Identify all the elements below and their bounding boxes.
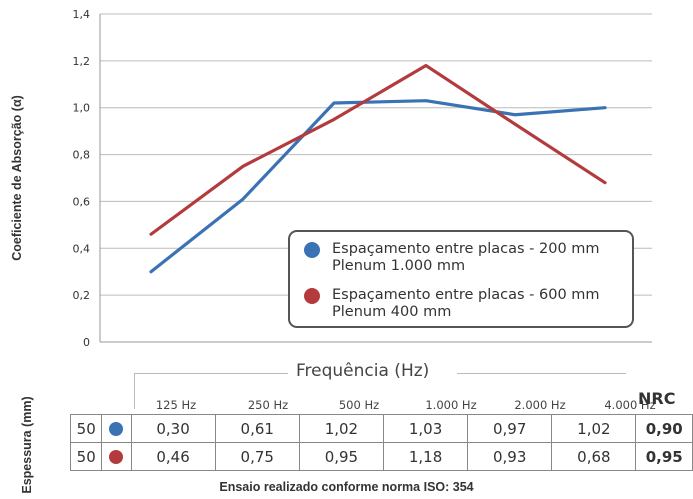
y-tick-label: 1,4 — [73, 8, 91, 21]
y-tick-label: 0,4 — [73, 242, 91, 255]
nrc-value-cell: 0,90 — [635, 414, 693, 443]
thickness-cell: 50 — [69, 442, 103, 471]
series-marker — [109, 450, 124, 464]
absorption-value-cell: 1,02 — [551, 414, 637, 443]
line-chart: 0 0,2 0,4 0,6 0,8 1,0 1,2 1,4 Coeficiente de Abs… — [10, 8, 652, 349]
y-tick-label: 0,6 — [73, 195, 91, 208]
legend-label-line-1: Espaçamento entre placas - 600 mm — [332, 287, 600, 303]
y-tick-label: 1,0 — [73, 102, 91, 115]
table-row: 50 0,46 0,75 0,95 1,18 0,93 0,68 0,95 — [69, 442, 693, 471]
series-line-2 — [149, 63, 607, 236]
y-tick-label: 0 — [83, 336, 90, 349]
series-marker-cell — [101, 414, 132, 443]
absorption-value-cell: 1,03 — [382, 414, 469, 443]
legend: Espaçamento entre placas - 200 mm Plenum… — [288, 230, 634, 328]
y-tick-label: 0,2 — [73, 289, 91, 302]
series-marker-cell — [101, 442, 132, 471]
absorption-value-cell: 0,97 — [467, 414, 553, 443]
thickness-cell: 50 — [69, 414, 103, 443]
absorption-value-cell: 0,61 — [214, 414, 300, 443]
absorption-value-cell: 0,75 — [214, 442, 300, 471]
legend-item-series-1: Espaçamento entre placas - 200 mm Plenum… — [304, 241, 600, 275]
series-marker — [109, 422, 124, 436]
frequency-label: 1.000 Hz — [425, 398, 477, 412]
frequency-label: 4.000 Hz — [604, 398, 656, 412]
absorption-value-cell: 1,18 — [382, 442, 469, 471]
absorption-value-cell: 0,30 — [130, 414, 216, 443]
frequency-label: 125 Hz — [155, 398, 197, 412]
legend-label-line-2: Plenum 1.000 mm — [332, 258, 466, 274]
series-line-1 — [149, 99, 607, 274]
legend-label-line-2: Plenum 400 mm — [332, 304, 452, 320]
nrc-header: NRC — [638, 389, 676, 408]
nrc-value-cell: 0,95 — [635, 442, 693, 471]
legend-item-series-2: Espaçamento entre placas - 600 mm Plenum… — [304, 287, 600, 321]
footer-note: Ensaio realizado conforme norma ISO: 354 — [219, 480, 474, 494]
legend-marker-red — [304, 288, 320, 304]
y-tick-label: 0,8 — [73, 149, 91, 162]
y-tick-label: 1,2 — [73, 55, 91, 68]
absorption-value-cell: 1,02 — [298, 414, 384, 443]
frequency-label: 2.000 Hz — [514, 398, 566, 412]
freq-bracket-tick — [134, 373, 135, 409]
freq-bracket-right — [457, 373, 626, 374]
results-table: 50 0,30 0,61 1,02 1,03 0,97 1,02 0,90 50 0,46 0,75… — [69, 414, 693, 471]
frequency-label: 500 Hz — [338, 398, 380, 412]
y-axis-title: Coeficiente de Absorção (α) — [10, 95, 24, 261]
x-axis-title: Frequência (Hz) — [292, 361, 434, 381]
frequency-label: 250 Hz — [247, 398, 289, 412]
absorption-value-cell: 0,93 — [467, 442, 553, 471]
table-row: 50 0,30 0,61 1,02 1,03 0,97 1,02 0,90 — [69, 414, 693, 443]
legend-label-line-1: Espaçamento entre placas - 200 mm — [332, 241, 600, 257]
thickness-label: Espessura (mm) — [20, 396, 34, 494]
absorption-value-cell: 0,46 — [130, 442, 216, 471]
freq-bracket-left — [134, 373, 288, 374]
absorption-value-cell: 0,68 — [551, 442, 637, 471]
legend-marker-blue — [304, 242, 320, 258]
absorption-value-cell: 0,95 — [298, 442, 384, 471]
